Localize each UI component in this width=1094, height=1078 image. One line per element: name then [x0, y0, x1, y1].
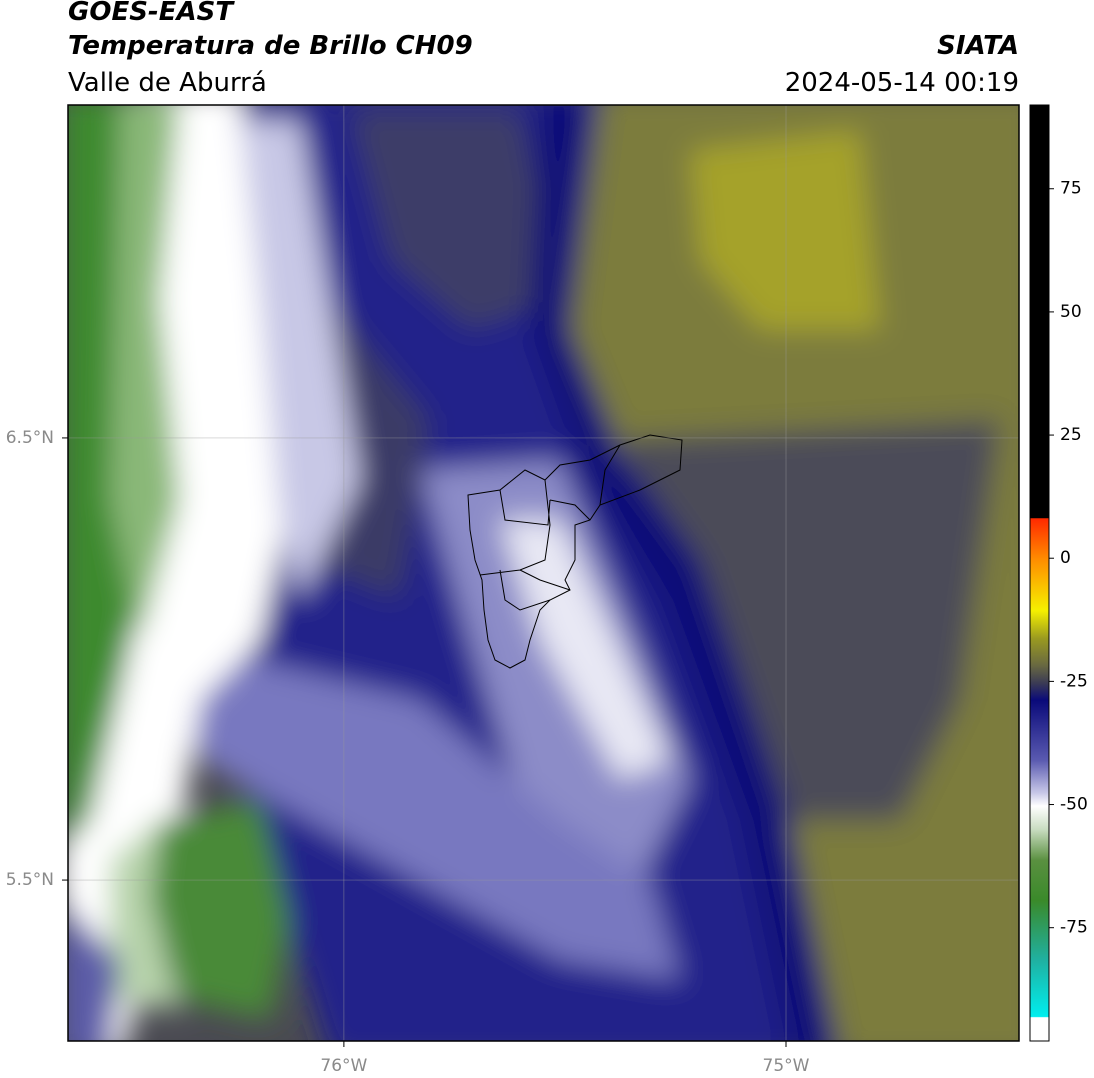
map-frame	[67, 104, 1020, 1042]
satellite-image	[68, 105, 1019, 1041]
lat-label: 5.5°N	[6, 870, 54, 890]
source: SIATA	[937, 31, 1019, 61]
datetime: 2024-05-14 00:19	[785, 68, 1019, 98]
municipal-boundaries	[467, 434, 683, 669]
colorbar-tick-label: 25	[1060, 425, 1082, 445]
colorbar-tick-label: -50	[1060, 795, 1088, 815]
colorbar-tick-label: 75	[1060, 179, 1082, 199]
colorbar-tick-label: -75	[1060, 918, 1088, 938]
lat-label: 6.5°N	[6, 428, 54, 448]
header: GOES-EAST Temperatura de Brillo CH09 Val…	[68, 0, 1019, 98]
colorbar-tick-label: 50	[1060, 302, 1082, 322]
region: Valle de Aburrá	[68, 68, 267, 98]
colorbar	[1029, 104, 1050, 1042]
graticule	[68, 105, 1019, 1041]
colorbar-scale	[1029, 104, 1050, 1042]
subtitle: Temperatura de Brillo CH09	[68, 31, 473, 61]
lon-label: 75°W	[763, 1056, 810, 1076]
title: GOES-EAST	[68, 0, 235, 27]
lon-label: 76°W	[320, 1056, 367, 1076]
colorbar-tick-label: -25	[1060, 671, 1088, 691]
colorbar-tick-label: 0	[1060, 548, 1071, 568]
